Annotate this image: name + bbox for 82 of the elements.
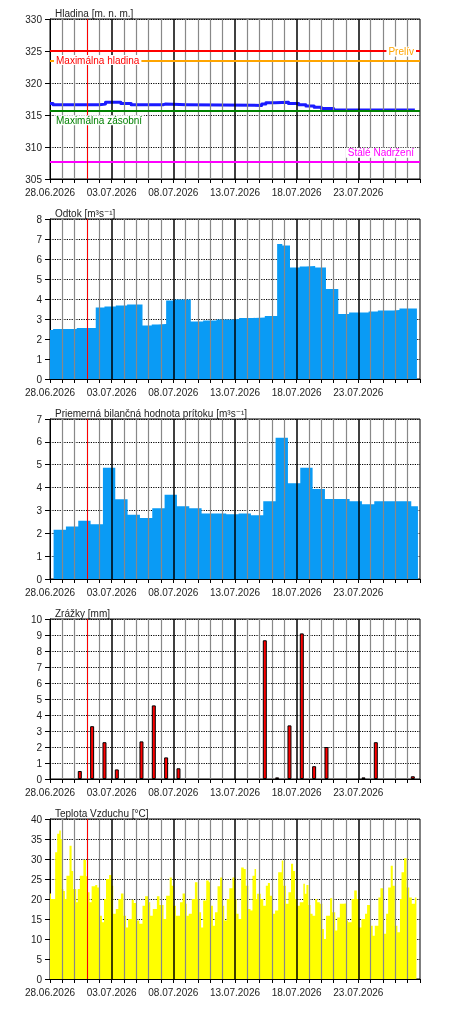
x-tick-label: 08.07.2026 xyxy=(148,786,199,798)
x-tick-label: 03.07.2026 xyxy=(86,186,138,198)
x-tick-label: 13.07.2026 xyxy=(209,786,261,798)
y-tick-label: 2 xyxy=(36,527,43,539)
x-tick-label: 23.07.2026 xyxy=(333,786,384,798)
y-tick-label: 4 xyxy=(36,482,43,494)
x-tick-label: 28.06.2026 xyxy=(24,786,76,798)
x-tick-label: 08.07.2026 xyxy=(148,186,199,198)
y-tick-label: 325 xyxy=(25,45,43,57)
y-tick-label: 6 xyxy=(36,253,43,265)
y-tick-label: 0 xyxy=(36,373,43,385)
y-tick-label: 1 xyxy=(36,550,43,562)
x-tick-label: 18.07.2026 xyxy=(271,786,323,798)
ref-line-label: Stálé Nadržení xyxy=(347,147,415,159)
chart-title: Odtok [m³s⁻¹] xyxy=(55,207,116,219)
x-tick-label: 08.07.2026 xyxy=(148,386,199,398)
x-tick-label: 13.07.2026 xyxy=(209,586,261,598)
y-tick-label: 15 xyxy=(30,913,43,925)
x-tick-label: 13.07.2026 xyxy=(209,186,261,198)
y-tick-label: 315 xyxy=(25,109,43,121)
y-tick-label: 6 xyxy=(36,677,43,689)
y-tick-label: 3 xyxy=(36,313,43,325)
x-tick-label: 28.06.2026 xyxy=(24,386,76,398)
y-tick-label: 4 xyxy=(36,709,43,721)
y-tick-label: 10 xyxy=(30,933,43,945)
x-tick-label: 23.07.2026 xyxy=(333,986,384,998)
x-tick-label: 23.07.2026 xyxy=(333,386,384,398)
y-tick-label: 0 xyxy=(36,973,43,985)
y-tick-label: 10 xyxy=(30,613,43,625)
y-tick-label: 2 xyxy=(36,333,43,345)
ref-line-label: Maximálna zásobní xyxy=(56,114,143,126)
y-tick-label: 30 xyxy=(30,853,43,865)
y-tick-label: 5 xyxy=(36,693,43,705)
y-tick-label: 25 xyxy=(30,873,43,885)
y-tick-label: 7 xyxy=(36,233,43,245)
x-tick-label: 18.07.2026 xyxy=(271,986,323,998)
y-tick-label: 20 xyxy=(30,893,43,905)
y-tick-label: 305 xyxy=(25,173,43,185)
x-tick-label: 28.06.2026 xyxy=(24,586,76,598)
y-tick-label: 5 xyxy=(36,953,43,965)
ref-line-label: Prelív xyxy=(388,46,414,58)
x-tick-label: 03.07.2026 xyxy=(86,386,138,398)
y-tick-label: 0 xyxy=(36,573,43,585)
x-tick-label: 13.07.2026 xyxy=(209,986,261,998)
chart-title: Hladina [m. n. m.] xyxy=(55,7,134,19)
y-tick-label: 5 xyxy=(36,459,43,471)
y-tick-label: 40 xyxy=(30,813,43,825)
y-tick-label: 2 xyxy=(36,741,43,753)
chart-title: Zrážky [mm] xyxy=(55,607,111,619)
y-tick-label: 3 xyxy=(36,504,43,516)
y-tick-label: 7 xyxy=(36,413,43,425)
x-tick-label: 23.07.2026 xyxy=(333,186,384,198)
y-tick-label: 9 xyxy=(36,629,43,641)
y-tick-label: 3 xyxy=(36,725,43,737)
y-tick-label: 0 xyxy=(36,773,43,785)
y-tick-label: 310 xyxy=(25,141,43,153)
x-tick-label: 28.06.2026 xyxy=(24,986,76,998)
y-tick-label: 330 xyxy=(25,13,43,25)
y-tick-label: 320 xyxy=(25,77,43,89)
y-tick-label: 4 xyxy=(36,293,43,305)
y-tick-label: 8 xyxy=(36,213,43,225)
chart-title: Teplota Vzduchu [°C] xyxy=(55,807,149,819)
x-tick-label: 03.07.2026 xyxy=(86,786,138,798)
y-tick-label: 7 xyxy=(36,661,43,673)
y-tick-label: 5 xyxy=(36,273,43,285)
x-tick-label: 13.07.2026 xyxy=(209,386,261,398)
x-tick-label: 23.07.2026 xyxy=(333,586,384,598)
y-tick-label: 1 xyxy=(36,353,43,365)
x-tick-label: 08.07.2026 xyxy=(148,586,199,598)
x-tick-label: 03.07.2026 xyxy=(86,986,138,998)
y-tick-label: 1 xyxy=(36,757,43,769)
y-tick-label: 35 xyxy=(30,833,43,845)
y-tick-label: 6 xyxy=(36,436,43,448)
x-tick-label: 18.07.2026 xyxy=(271,586,323,598)
chart-title: Priemerná bilančná hodnota prítoku [m³s⁻¹] xyxy=(55,407,248,419)
y-tick-label: 8 xyxy=(36,645,43,657)
x-tick-label: 18.07.2026 xyxy=(271,186,323,198)
x-tick-label: 18.07.2026 xyxy=(271,386,323,398)
x-tick-label: 03.07.2026 xyxy=(86,586,138,598)
ref-line-label: Maximálna hladina xyxy=(56,54,140,66)
x-tick-label: 28.06.2026 xyxy=(24,186,76,198)
x-tick-label: 08.07.2026 xyxy=(148,986,199,998)
